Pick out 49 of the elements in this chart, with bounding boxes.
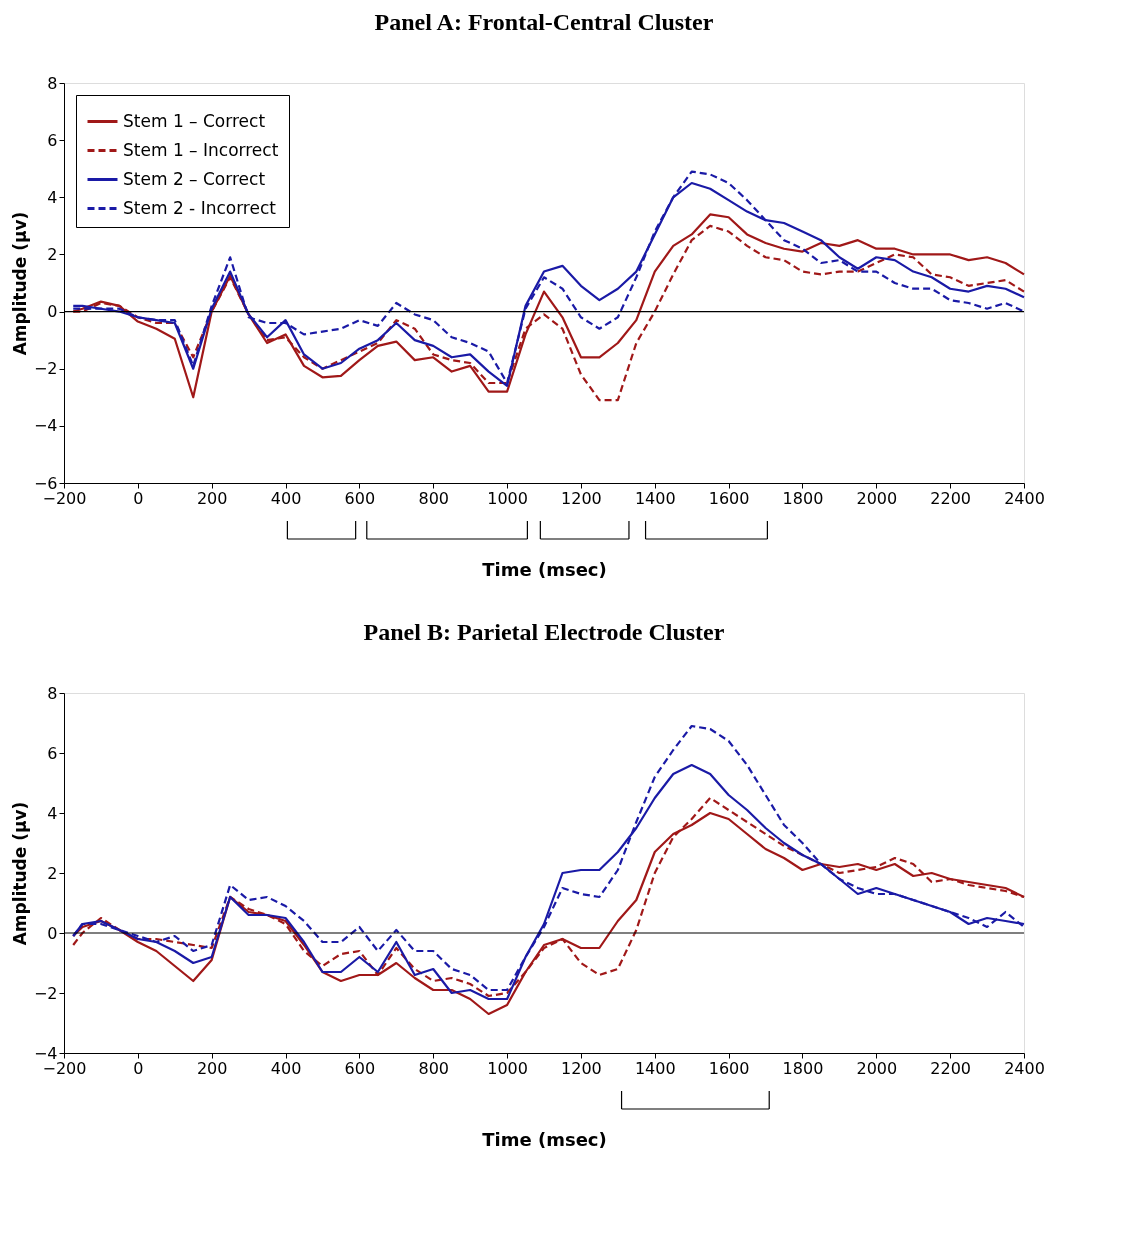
x-tick-label: 1200 <box>561 1058 602 1078</box>
x-tick-label: 2200 <box>930 1058 972 1078</box>
x-tick-label: 200 <box>196 488 228 508</box>
x-tick-label: 800 <box>418 488 449 508</box>
x-tick-label: 1000 <box>487 1058 528 1078</box>
y-tick-label: 0 <box>47 923 58 943</box>
x-tick-label: 1400 <box>634 488 676 508</box>
x-tick-label: 800 <box>418 1058 449 1078</box>
x-tick-label: 2400 <box>1004 488 1045 508</box>
y-tick-label: 4 <box>47 187 58 207</box>
y-tick-label: 0 <box>47 302 58 322</box>
chart-title: Panel B: Parietal Electrode Cluster <box>363 619 725 645</box>
y-tick-label: −2 <box>33 359 58 379</box>
x-tick-label: 2400 <box>1004 1058 1045 1078</box>
x-tick-label: 0 <box>133 488 144 508</box>
x-tick-label: 2000 <box>856 1058 898 1078</box>
x-tick-label: 600 <box>344 488 376 508</box>
legend-label: Stem 1 – Incorrect <box>123 139 279 160</box>
x-tick-label: 1800 <box>782 488 824 508</box>
x-tick-label: 400 <box>270 488 302 508</box>
x-tick-label: 0 <box>133 1058 144 1078</box>
x-axis-title: Time (msec) <box>482 1128 607 1150</box>
y-tick-label: 2 <box>47 863 58 883</box>
y-tick-label: 6 <box>47 130 58 150</box>
x-tick-label: 2200 <box>930 488 972 508</box>
x-tick-label: 1600 <box>708 488 750 508</box>
legend-label: Stem 2 - Incorrect <box>123 197 277 218</box>
chart-title: Panel A: Frontal-Central Cluster <box>374 9 714 35</box>
legend-label: Stem 1 – Correct <box>123 110 266 131</box>
y-axis-title: Amplitude (µv) <box>9 801 30 946</box>
x-tick-label: 1600 <box>708 1058 750 1078</box>
y-tick-label: −4 <box>33 416 58 436</box>
y-tick-label: 8 <box>47 73 58 93</box>
x-tick-label: 1400 <box>634 1058 676 1078</box>
x-tick-label: 1000 <box>487 488 528 508</box>
x-tick-label: 600 <box>344 1058 376 1078</box>
y-tick-label: 4 <box>47 803 58 823</box>
y-tick-label: 2 <box>47 244 58 264</box>
x-axis-title: Time (msec) <box>482 558 607 580</box>
x-tick-label: 200 <box>196 1058 228 1078</box>
y-tick-label: 8 <box>47 683 58 703</box>
x-tick-label: 2000 <box>856 488 898 508</box>
y-axis-title: Amplitude (µv) <box>9 211 30 356</box>
x-tick-label: 1200 <box>561 488 602 508</box>
x-tick-label: 1800 <box>782 1058 824 1078</box>
legend-label: Stem 2 – Correct <box>123 168 266 189</box>
y-tick-label: −2 <box>33 983 58 1003</box>
y-tick-label: 6 <box>47 743 58 763</box>
x-tick-label: 400 <box>270 1058 302 1078</box>
